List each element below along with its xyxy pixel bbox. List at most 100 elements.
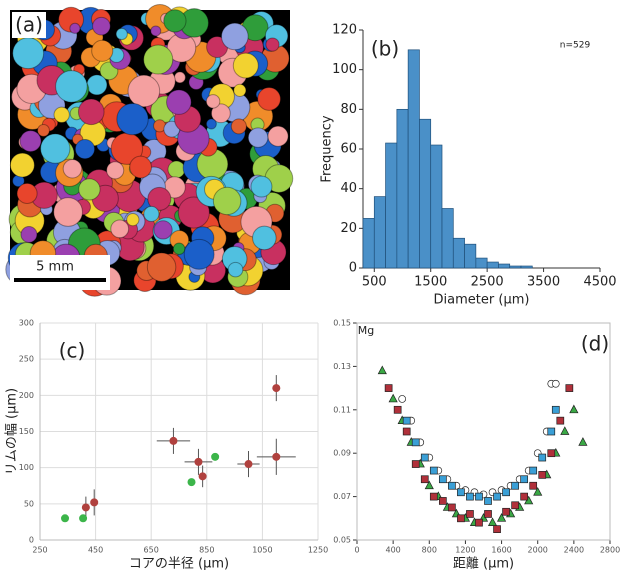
- x-axis-title: Diameter (μm): [434, 293, 530, 308]
- point: [272, 384, 280, 392]
- figure: (a) 5 mm 0204060801001205001500250035004…: [0, 0, 623, 570]
- grain: [111, 220, 129, 238]
- grain: [116, 28, 127, 39]
- x-tick-label: 250: [32, 546, 47, 555]
- bar: [363, 218, 374, 268]
- x-tick-label: 3500: [527, 275, 560, 290]
- x-axis-title: 距離 (μm): [453, 557, 514, 570]
- point: [548, 428, 555, 435]
- point: [448, 482, 455, 489]
- bar: [465, 244, 476, 268]
- grain: [10, 153, 34, 177]
- point: [557, 417, 564, 424]
- grain: [92, 40, 113, 61]
- grain: [70, 23, 80, 33]
- point: [61, 514, 69, 522]
- point: [570, 405, 578, 413]
- point: [512, 482, 519, 489]
- y-tick-label: 0.15: [333, 319, 351, 328]
- grain: [56, 71, 88, 103]
- scale-bar-label: 5 mm: [36, 260, 74, 275]
- y-tick-label: 0: [349, 261, 357, 276]
- grain: [13, 38, 44, 69]
- y-tick-label: 0.07: [333, 492, 351, 501]
- grain: [20, 131, 41, 152]
- y-tick-label: 300: [19, 319, 34, 328]
- point: [439, 476, 446, 483]
- grain: [251, 176, 272, 197]
- grain: [128, 75, 160, 107]
- bar: [453, 238, 464, 268]
- point: [494, 526, 501, 533]
- point: [552, 380, 559, 387]
- bar: [374, 197, 385, 268]
- bar: [431, 145, 442, 268]
- grain: [184, 239, 214, 269]
- point: [548, 450, 555, 457]
- point: [466, 493, 473, 500]
- grain: [258, 88, 281, 111]
- y-tick-label: 0.13: [333, 362, 351, 371]
- point: [521, 476, 528, 483]
- x-tick-label: 650: [144, 546, 159, 555]
- point: [530, 467, 537, 474]
- x-tick-label: 0: [354, 546, 359, 555]
- point: [272, 453, 280, 461]
- grain: [268, 126, 288, 146]
- point: [389, 394, 397, 402]
- grain: [221, 23, 248, 50]
- bar: [408, 50, 419, 268]
- bar: [386, 143, 397, 268]
- y-tick-label: 20: [340, 221, 357, 236]
- point: [79, 514, 87, 522]
- plot-frame: [357, 323, 610, 540]
- annotation: n=529: [560, 41, 591, 51]
- grain: [266, 38, 279, 51]
- y-tick-label: 0.05: [333, 536, 351, 545]
- grain: [41, 134, 70, 163]
- y-tick-label: 50: [24, 499, 34, 508]
- point: [503, 508, 510, 515]
- point: [512, 502, 519, 509]
- point: [378, 366, 386, 374]
- y-tick-label: 200: [19, 391, 34, 400]
- point: [430, 467, 437, 474]
- x-tick-label: 4500: [583, 275, 616, 290]
- point: [245, 460, 253, 468]
- bar: [498, 264, 509, 268]
- point: [430, 493, 437, 500]
- panel-label: (a): [15, 13, 43, 37]
- y-tick-label: 150: [19, 427, 34, 436]
- point: [211, 453, 219, 461]
- point: [485, 510, 492, 517]
- x-tick-label: 450: [88, 546, 103, 555]
- grain: [206, 95, 219, 108]
- grain: [78, 99, 104, 125]
- panel-label: (d): [581, 332, 609, 356]
- grain: [147, 253, 175, 281]
- y-tick-label: 120: [332, 23, 357, 38]
- x-tick-label: 1250: [308, 546, 328, 555]
- grain: [144, 206, 159, 221]
- grain: [233, 53, 258, 78]
- point: [412, 461, 419, 468]
- x-tick-label: 500: [362, 275, 387, 290]
- grain: [144, 45, 173, 74]
- bar: [476, 258, 487, 268]
- panel-label: (c): [59, 339, 86, 363]
- y-tick-label: 100: [19, 463, 34, 472]
- grain: [87, 75, 107, 95]
- y-tick-label: 0.11: [333, 405, 351, 414]
- point: [421, 454, 428, 461]
- point: [566, 385, 573, 392]
- point: [385, 385, 392, 392]
- grain: [54, 107, 69, 122]
- point: [439, 497, 446, 504]
- grain: [234, 84, 246, 96]
- grain-rendering: [6, 4, 293, 296]
- x-tick-label: 2800: [600, 546, 620, 555]
- y-axis-title: リムの幅 (μm): [5, 388, 20, 475]
- point: [90, 498, 98, 506]
- grain: [117, 103, 148, 134]
- point: [552, 406, 559, 413]
